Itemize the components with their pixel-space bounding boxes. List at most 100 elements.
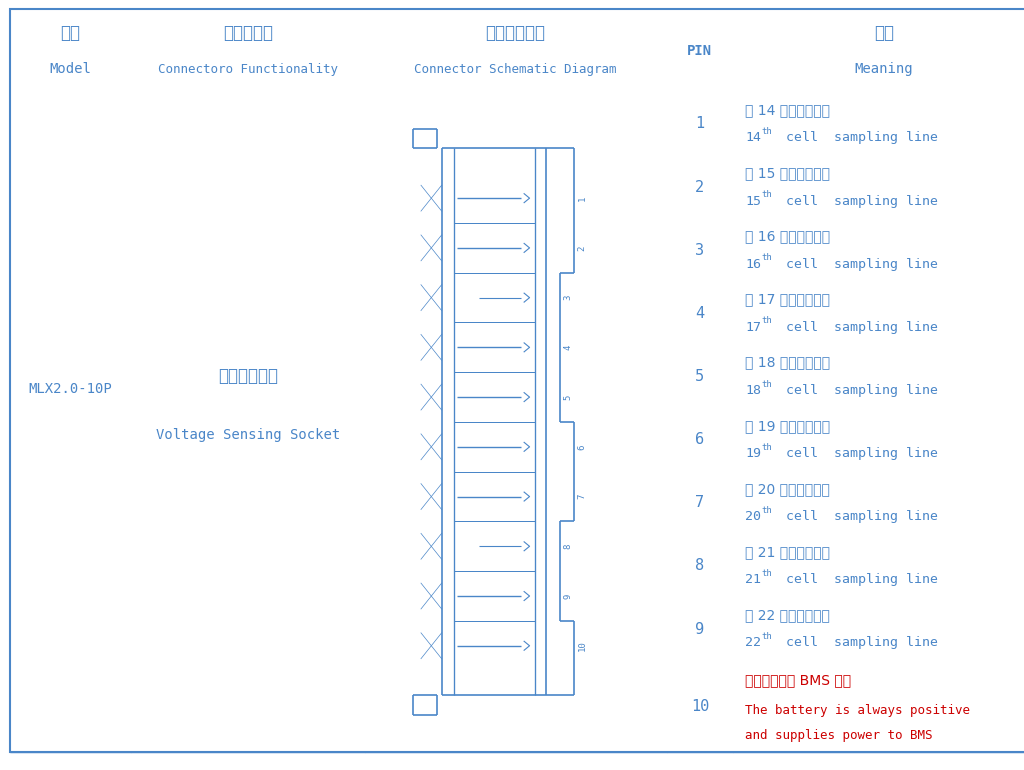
Bar	[365, 92, 667, 752]
Text: 8: 8	[563, 544, 572, 549]
Text: 含义: 含义	[873, 24, 894, 42]
Text: 2: 2	[578, 245, 587, 250]
Bar	[667, 345, 733, 408]
Text: 4: 4	[695, 306, 705, 321]
Text: 第 19 节电池采样线: 第 19 节电池采样线	[745, 419, 830, 433]
Text: 第 22 节电池采样线: 第 22 节电池采样线	[745, 608, 830, 622]
Text: 18: 18	[745, 384, 762, 397]
Bar	[667, 282, 733, 345]
Bar	[667, 219, 733, 282]
Text: cell  sampling line: cell sampling line	[770, 195, 938, 207]
Text: cell  sampling line: cell sampling line	[770, 511, 938, 523]
Bar	[733, 92, 1024, 156]
Text: 1: 1	[578, 196, 587, 201]
Text: 第 18 节电池采样线: 第 18 节电池采样线	[745, 356, 830, 370]
Text: th: th	[761, 380, 772, 389]
Bar	[421, 285, 441, 310]
Text: th: th	[761, 316, 772, 326]
Text: 型号: 型号	[60, 24, 81, 42]
Text: The battery is always positive: The battery is always positive	[745, 704, 971, 717]
Bar	[462, 537, 478, 556]
Text: 16: 16	[745, 258, 762, 270]
Text: 电池总正，给 BMS 供电: 电池总正，给 BMS 供电	[745, 674, 852, 688]
Text: Connectoro Functionality: Connectoro Functionality	[158, 62, 338, 75]
Text: th: th	[761, 190, 772, 199]
Text: 5: 5	[695, 369, 705, 384]
Text: 5: 5	[563, 394, 572, 400]
Text: 22: 22	[745, 637, 762, 649]
Text: 9: 9	[695, 621, 705, 637]
Bar	[733, 345, 1024, 408]
Text: 10: 10	[578, 641, 587, 651]
Bar	[421, 334, 441, 360]
Bar	[131, 92, 365, 752]
Bar	[421, 384, 441, 410]
Bar	[421, 633, 441, 658]
Text: cell  sampling line: cell sampling line	[770, 258, 938, 270]
Text: 8: 8	[695, 558, 705, 574]
Text: 3: 3	[695, 243, 705, 258]
Bar	[10, 9, 131, 92]
Text: cell  sampling line: cell sampling line	[770, 447, 938, 460]
Bar	[667, 9, 733, 92]
Text: 接插件功能: 接插件功能	[223, 24, 272, 42]
Text: 4: 4	[563, 345, 572, 350]
Text: Connector Schematic Diagram: Connector Schematic Diagram	[415, 62, 616, 75]
Text: 6: 6	[578, 444, 587, 450]
Bar	[733, 156, 1024, 219]
Bar	[733, 219, 1024, 282]
Bar	[667, 92, 733, 156]
Text: th: th	[761, 443, 772, 452]
Text: cell  sampling line: cell sampling line	[770, 574, 938, 586]
Text: th: th	[761, 632, 772, 641]
Bar	[733, 282, 1024, 345]
Bar	[733, 598, 1024, 661]
Bar	[10, 92, 131, 752]
Text: cell  sampling line: cell sampling line	[770, 384, 938, 397]
Text: 19: 19	[745, 447, 762, 460]
Text: Voltage Sensing Socket: Voltage Sensing Socket	[156, 428, 340, 442]
Bar	[667, 598, 733, 661]
Text: 1: 1	[695, 116, 705, 132]
Text: 7: 7	[695, 495, 705, 511]
Bar	[421, 434, 441, 460]
Text: 第 14 节电池采样线: 第 14 节电池采样线	[745, 103, 830, 117]
Text: 10: 10	[691, 698, 709, 714]
Bar	[667, 408, 733, 471]
Text: th: th	[761, 127, 772, 136]
Text: 第 21 节电池采样线: 第 21 节电池采样线	[745, 545, 830, 559]
Text: th: th	[761, 506, 772, 515]
Text: 电压采集插座: 电压采集插座	[218, 367, 278, 385]
Text: 14: 14	[745, 132, 762, 144]
Text: cell  sampling line: cell sampling line	[770, 321, 938, 333]
Bar	[421, 484, 441, 510]
Bar	[131, 9, 365, 92]
Text: 6: 6	[695, 432, 705, 447]
Text: 第 17 节电池采样线: 第 17 节电池采样线	[745, 293, 830, 306]
Bar	[421, 583, 441, 609]
Text: 20: 20	[745, 511, 762, 523]
Text: 第 15 节电池采样线: 第 15 节电池采样线	[745, 166, 830, 180]
Bar	[733, 661, 1024, 752]
Bar	[421, 534, 441, 559]
Bar	[667, 156, 733, 219]
Bar	[733, 9, 1024, 92]
Bar	[421, 186, 441, 211]
Bar	[733, 471, 1024, 534]
Text: and supplies power to BMS: and supplies power to BMS	[745, 728, 933, 742]
Text: 第 16 节电池采样线: 第 16 节电池采样线	[745, 229, 830, 243]
Text: 21: 21	[745, 574, 762, 586]
Text: cell  sampling line: cell sampling line	[770, 132, 938, 144]
Text: th: th	[761, 569, 772, 578]
Text: 第 20 节电池采样线: 第 20 节电池采样线	[745, 482, 830, 496]
Bar	[421, 235, 441, 261]
Text: Model: Model	[50, 62, 91, 76]
Text: cell  sampling line: cell sampling line	[770, 637, 938, 649]
Bar	[733, 534, 1024, 598]
Text: 9: 9	[563, 594, 572, 599]
Text: Meaning: Meaning	[854, 62, 913, 76]
Bar	[667, 534, 733, 598]
Text: 7: 7	[578, 494, 587, 499]
Bar	[365, 9, 667, 92]
Text: PIN: PIN	[687, 44, 713, 58]
